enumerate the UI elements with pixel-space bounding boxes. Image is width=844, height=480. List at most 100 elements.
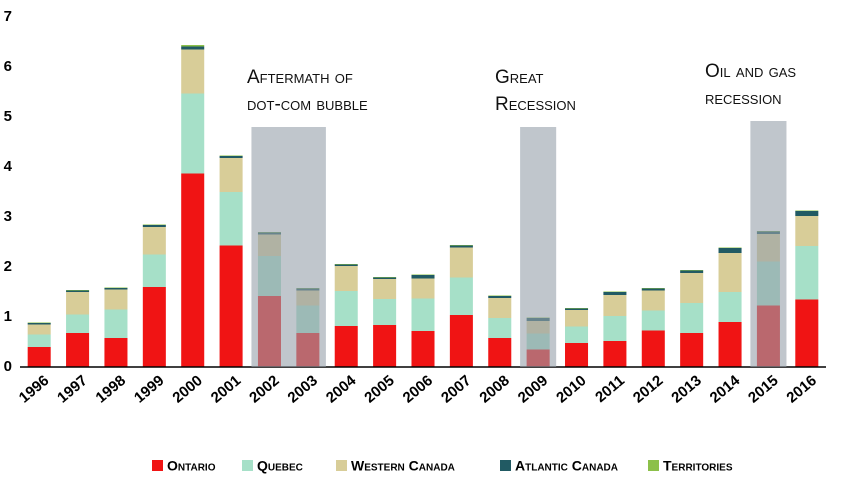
bar-segment: [181, 45, 205, 47]
legend-swatch: [242, 460, 253, 471]
bar-segment: [603, 341, 627, 367]
bar-segment: [27, 347, 51, 367]
bar-segment: [334, 264, 358, 266]
bar-segment: [449, 247, 473, 278]
x-tick-label: 2012: [630, 372, 666, 406]
bar-segment: [334, 264, 358, 265]
bar-segment: [27, 322, 51, 323]
bar-segment: [488, 296, 512, 298]
x-tick-label: 2016: [783, 372, 819, 406]
bar-segment: [449, 245, 473, 246]
legend-swatch: [500, 460, 511, 471]
legend-label: Western Canada: [351, 458, 455, 474]
bar-segment: [449, 277, 473, 315]
y-tick-label: 3: [4, 208, 12, 225]
bar-segment: [27, 323, 51, 325]
recession-shade: [251, 127, 326, 367]
bar-segment: [411, 274, 435, 275]
bar-segment: [795, 299, 819, 367]
x-tick-label: 2005: [361, 372, 397, 406]
annotation: Recession: [495, 94, 576, 115]
bar-segment: [795, 246, 819, 300]
bar-segment: [680, 270, 704, 271]
bar-segment: [449, 315, 473, 367]
x-tick-label: 1999: [131, 372, 167, 406]
x-tick-label: 2013: [668, 372, 704, 406]
legend-label: Atlantic Canada: [515, 458, 618, 474]
bar-segment: [373, 277, 397, 279]
bar-segment: [488, 295, 512, 296]
bar-segment: [718, 322, 742, 367]
bar-segment: [603, 316, 627, 341]
bar-segment: [66, 290, 90, 292]
bar-segment: [66, 290, 90, 291]
x-tick-label: 2004: [323, 372, 360, 407]
bar-segment: [27, 324, 51, 335]
bar-segment: [142, 225, 166, 227]
bar-segment: [373, 299, 397, 325]
bar-segment: [66, 333, 90, 367]
legend-label: Quebec: [257, 458, 303, 474]
legend-swatch: [648, 460, 659, 471]
x-tick-label: 2001: [208, 372, 244, 406]
bar-segment: [411, 275, 435, 279]
y-tick-label: 6: [4, 58, 12, 75]
bar-segment: [334, 326, 358, 367]
bar-segment: [219, 158, 243, 192]
bar-segment: [142, 254, 166, 287]
bar-segment: [718, 247, 742, 248]
bar-segment: [680, 270, 704, 273]
x-tick-label: 2000: [169, 372, 205, 406]
x-tick-label: 2003: [284, 372, 320, 406]
y-tick-label: 4: [4, 158, 13, 175]
bar-segment: [565, 308, 589, 310]
x-tick-label: 2009: [515, 372, 551, 406]
bar-segment: [449, 245, 473, 248]
legend-swatch: [152, 460, 163, 471]
bar-segment: [680, 273, 704, 303]
x-tick-label: 2002: [246, 372, 282, 406]
bar-segment: [603, 292, 627, 295]
bar-segment: [641, 290, 665, 311]
bar-segment: [27, 334, 51, 347]
bar-segment: [641, 330, 665, 367]
bar-segment: [219, 156, 243, 158]
bar-segment: [181, 93, 205, 174]
legend-label: Ontario: [167, 458, 216, 474]
bar-segment: [219, 192, 243, 246]
bar-segment: [718, 253, 742, 292]
bar-segment: [718, 292, 742, 322]
bar-segment: [66, 314, 90, 333]
bar-segment: [104, 289, 128, 310]
annotation: Great: [495, 67, 544, 88]
bar-segment: [488, 298, 512, 318]
x-tick-label: 1996: [16, 372, 52, 406]
bar-segment: [411, 298, 435, 331]
bar-segment: [641, 288, 665, 289]
annotation: recession: [705, 88, 782, 109]
bar-segment: [142, 287, 166, 367]
recession-shade: [520, 127, 557, 367]
bar-segment: [488, 338, 512, 367]
bar-segment: [565, 308, 589, 309]
legend-label: Territories: [663, 458, 733, 474]
bar-segment: [181, 173, 205, 367]
bar-segment: [104, 287, 128, 288]
x-tick-label: 2007: [438, 372, 474, 406]
bar-segment: [104, 288, 128, 290]
bar-segment: [219, 155, 243, 156]
annotation: Oil and gas: [705, 61, 796, 82]
recession-shade: [750, 121, 787, 367]
bar-segment: [565, 310, 589, 327]
bar-segment: [603, 291, 627, 292]
bar-segment: [334, 291, 358, 326]
bar-segment: [680, 303, 704, 333]
bar-segment: [795, 210, 819, 211]
y-tick-label: 1: [4, 308, 12, 325]
bar-segment: [795, 211, 819, 216]
bar-segment: [411, 331, 435, 367]
bar-segment: [795, 216, 819, 246]
y-tick-label: 2: [4, 258, 12, 275]
bar-segment: [334, 266, 358, 291]
